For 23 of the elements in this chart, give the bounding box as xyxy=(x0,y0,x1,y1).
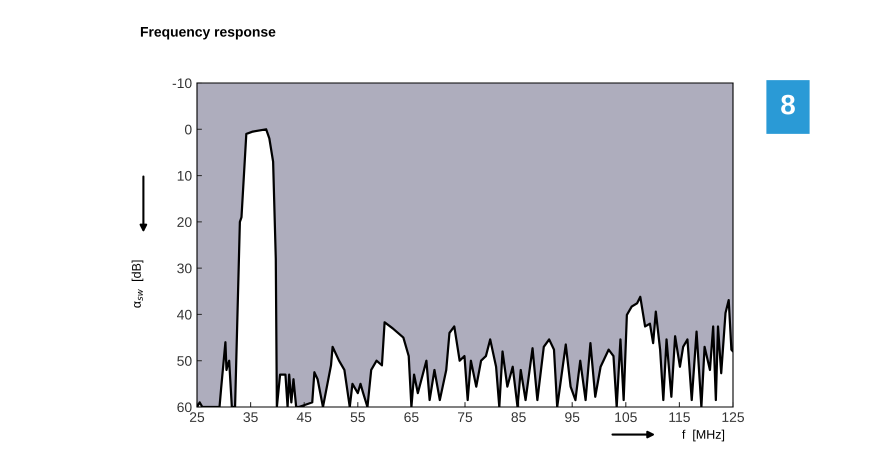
x-tick-label: 105 xyxy=(615,412,637,422)
x-tick-label: 115 xyxy=(669,412,690,422)
x-tick-label: 95 xyxy=(565,412,580,422)
x-tick-label: 65 xyxy=(404,412,419,422)
x-tick-label: 85 xyxy=(511,412,526,422)
y-tick-label: 30 xyxy=(177,263,192,274)
x-tick-label: 45 xyxy=(296,412,312,422)
y-tick-label: -10 xyxy=(172,78,192,88)
y-tick-label: 10 xyxy=(178,170,192,181)
x-tick-label: 75 xyxy=(458,412,472,422)
x-tick-label: 25 xyxy=(190,412,204,422)
y-tick-label: 60 xyxy=(177,402,192,412)
x-tick-label: 55 xyxy=(350,412,365,422)
y-tick-label: 50 xyxy=(177,356,192,366)
x-axis-title: f [MHz] xyxy=(682,430,724,442)
chart-title: Frequency response xyxy=(140,27,276,40)
y-axis-title: α$_{sw}$ [dB] xyxy=(132,260,144,308)
y-tick-label: 0 xyxy=(184,124,192,134)
x-tick-label: 125 xyxy=(722,412,744,422)
text: 8 xyxy=(781,94,795,114)
y-tick-label: 40 xyxy=(177,310,192,320)
y-tick-label: 20 xyxy=(177,217,192,228)
x-tick-label: 35 xyxy=(243,412,258,422)
